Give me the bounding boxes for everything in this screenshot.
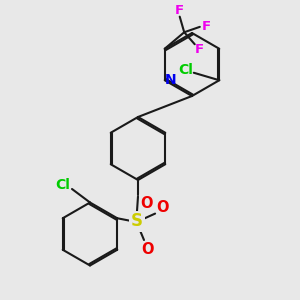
- Text: F: F: [175, 4, 184, 16]
- Text: F: F: [195, 43, 204, 56]
- Text: N: N: [164, 73, 176, 87]
- Text: F: F: [202, 20, 211, 33]
- Text: O: O: [140, 196, 153, 211]
- Text: Cl: Cl: [55, 178, 70, 192]
- Text: O: O: [142, 242, 154, 256]
- Text: S: S: [131, 212, 143, 230]
- Text: Cl: Cl: [178, 63, 193, 77]
- Text: O: O: [156, 200, 169, 215]
